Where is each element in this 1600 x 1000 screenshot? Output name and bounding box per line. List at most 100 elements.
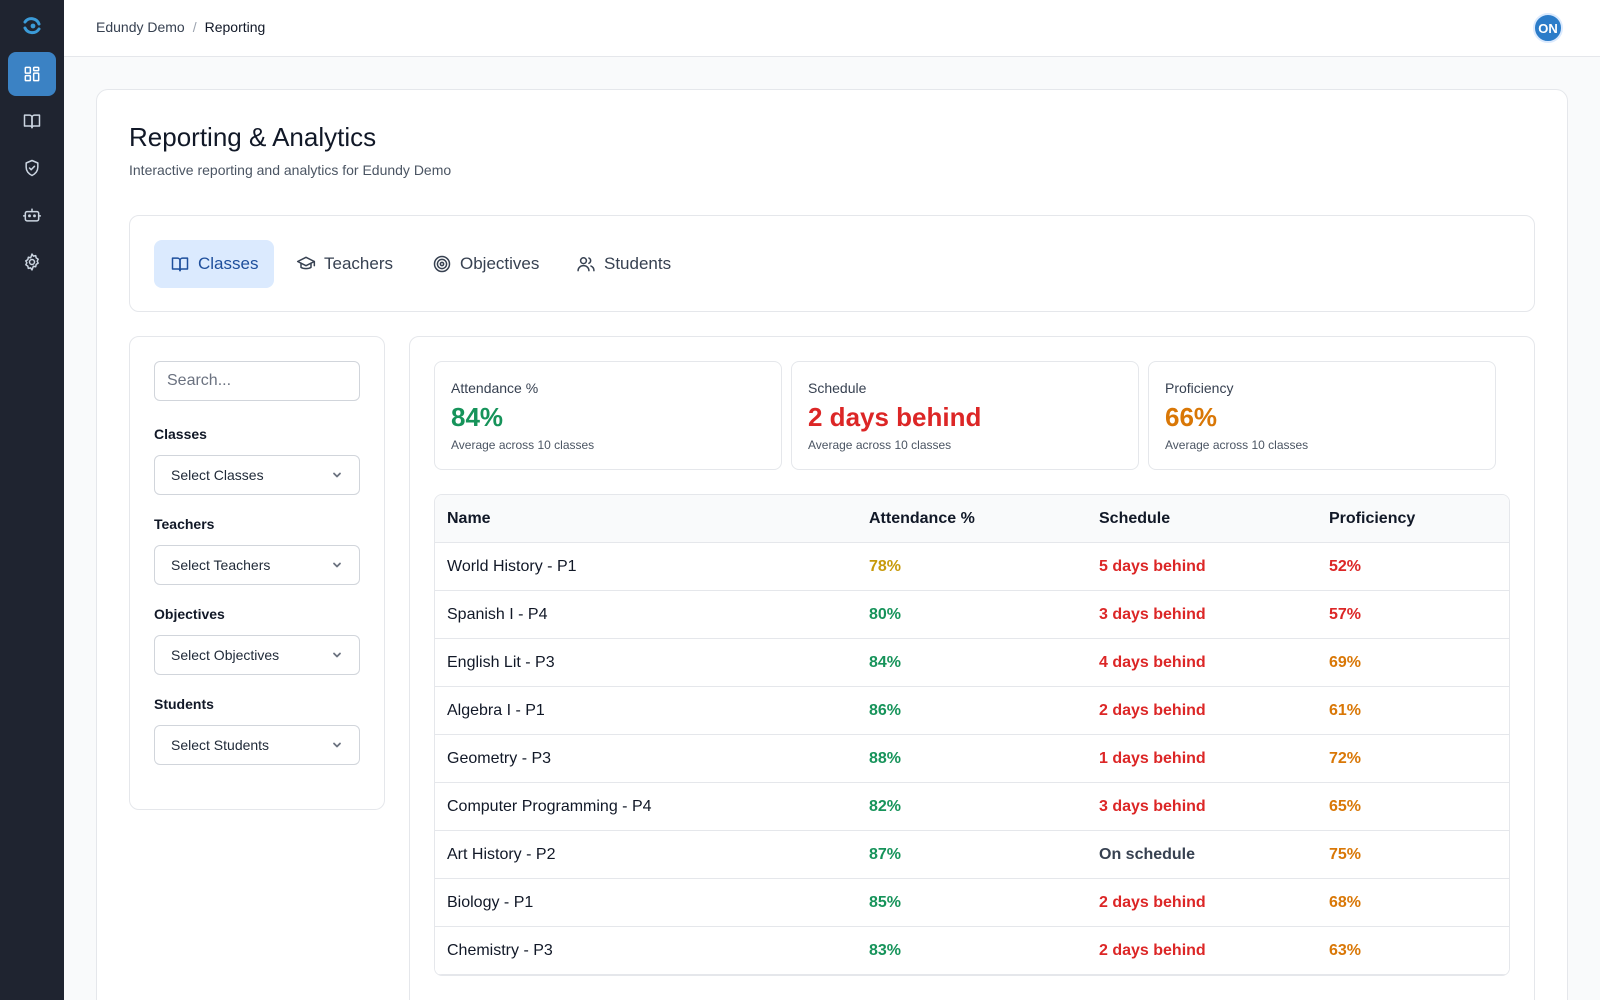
schedule-metric-card: Schedule 2 days behind Average across 10… [791, 361, 1139, 470]
page-subtitle: Interactive reporting and analytics for … [129, 162, 452, 178]
table-row[interactable]: Spanish I - P4 80% 3 days behind 57% [435, 591, 1509, 639]
classes-table: Name Attendance % Schedule Proficiency W… [434, 494, 1510, 976]
table-row[interactable]: Art History - P2 87% On schedule 75% [435, 831, 1509, 879]
bot-icon [22, 208, 42, 222]
cell-proficiency: 72% [1329, 749, 1362, 767]
table-row[interactable]: Computer Programming - P4 82% 3 days behin… [435, 783, 1509, 831]
metric-value: 66% [1165, 402, 1218, 432]
cell-schedule: 2 days behind [1099, 701, 1206, 719]
book-icon [23, 114, 41, 129]
chevron-down-icon [333, 652, 341, 658]
metric-note: Average across 10 classes [1165, 438, 1309, 452]
page-title: Reporting & Analytics [129, 122, 377, 152]
cell-attendance: 82% [869, 797, 902, 815]
dashboard-icon [24, 66, 40, 82]
column-header-schedule[interactable]: Schedule [1099, 509, 1171, 527]
shield-check-icon [25, 159, 39, 177]
edundy-logo-icon[interactable] [16, 12, 48, 40]
proficiency-metric-card: Proficiency 66% Average across 10 classe… [1148, 361, 1496, 470]
rail-courses-button[interactable] [8, 99, 56, 143]
students-select[interactable]: Select Students [154, 725, 360, 765]
gear-icon [25, 253, 39, 271]
cell-proficiency: 63% [1329, 941, 1362, 959]
cell-name: English Lit - P3 [447, 653, 555, 671]
users-icon [577, 257, 595, 272]
top-bar: Edundy Demo / Reporting ON [64, 0, 1600, 57]
cell-name: World History - P1 [447, 557, 577, 575]
objectives-select[interactable]: Select Objectives [154, 635, 360, 675]
cell-attendance: 86% [869, 701, 902, 719]
cell-attendance: 78% [869, 557, 902, 575]
breadcrumb-org-link[interactable]: Edundy Demo [96, 19, 185, 35]
rail-security-button[interactable] [8, 146, 56, 190]
table-row[interactable]: Geometry - P3 88% 1 days behind 72% [435, 735, 1509, 783]
cell-attendance: 88% [869, 749, 902, 767]
cell-attendance: 83% [869, 941, 902, 959]
cell-schedule: 3 days behind [1099, 797, 1206, 815]
metric-label: Proficiency [1165, 380, 1234, 396]
breadcrumb: Edundy Demo / Reporting [96, 19, 265, 35]
cell-schedule: 1 days behind [1099, 749, 1206, 767]
cell-attendance: 84% [869, 653, 902, 671]
user-avatar[interactable]: ON [1533, 13, 1563, 43]
cell-proficiency: 68% [1329, 893, 1362, 911]
rail-assistant-button[interactable] [8, 193, 56, 237]
graduation-cap-icon [296, 256, 316, 270]
table-row[interactable]: Biology - P1 85% 2 days behind 68% [435, 879, 1509, 927]
cell-name: Art History - P2 [447, 845, 556, 863]
breadcrumb-separator: / [192, 19, 197, 35]
metric-value: 2 days behind [808, 402, 982, 432]
cell-proficiency: 57% [1329, 605, 1362, 623]
cell-name: Chemistry - P3 [447, 941, 553, 959]
rail-dashboard-button[interactable] [8, 52, 56, 96]
tab-classes[interactable]: Classes [154, 240, 275, 288]
cell-schedule: 4 days behind [1099, 653, 1206, 671]
cell-proficiency: 61% [1329, 701, 1362, 719]
table-header: Name Attendance % Schedule Proficiency [435, 495, 1509, 543]
metric-note: Average across 10 classes [451, 438, 595, 452]
tab-students[interactable]: Students [560, 240, 687, 288]
report-tabs: Classes Teachers Objectives Students [129, 215, 1535, 312]
metric-label: Attendance % [451, 380, 539, 396]
chevron-down-icon [333, 472, 341, 478]
cell-proficiency: 65% [1329, 797, 1362, 815]
column-header-attendance[interactable]: Attendance % [869, 509, 975, 527]
table-body: World History - P1 78% 5 days behind 52% Spa… [435, 543, 1509, 975]
cell-proficiency: 75% [1329, 845, 1362, 863]
table-row[interactable]: Chemistry - P3 83% 2 days behind 63% [435, 927, 1509, 975]
cell-proficiency: 69% [1329, 653, 1362, 671]
chevron-down-icon [333, 562, 341, 568]
cell-schedule: 3 days behind [1099, 605, 1206, 623]
cell-name: Biology - P1 [447, 893, 534, 911]
classes-select[interactable]: Select Classes [154, 455, 360, 495]
column-header-name[interactable]: Name [447, 509, 491, 527]
column-header-proficiency[interactable]: Proficiency [1329, 509, 1416, 527]
rail-settings-button[interactable] [8, 240, 56, 284]
table-row[interactable]: Algebra I - P1 86% 2 days behind 61% [435, 687, 1509, 735]
cell-schedule: 2 days behind [1099, 893, 1206, 911]
cell-name: Computer Programming - P4 [447, 797, 652, 815]
book-open-icon [171, 257, 189, 272]
students-select-value: Select Students [171, 737, 270, 753]
tab-students-label: Students [604, 254, 672, 273]
chevron-down-icon [333, 742, 341, 748]
metric-note: Average across 10 classes [808, 438, 952, 452]
table-row[interactable]: English Lit - P3 84% 4 days behind 69% [435, 639, 1509, 687]
attendance-metric-card: Attendance % 84% Average across 10 class… [434, 361, 782, 470]
breadcrumb-current: Reporting [204, 19, 266, 35]
classes-filter-label: Classes [154, 426, 207, 442]
cell-schedule: 5 days behind [1099, 557, 1206, 575]
target-icon [433, 255, 451, 273]
teachers-select[interactable]: Select Teachers [154, 545, 360, 585]
side-rail [0, 0, 64, 1000]
tab-teachers[interactable]: Teachers [280, 240, 409, 288]
cell-attendance: 87% [869, 845, 902, 863]
cell-name: Spanish I - P4 [447, 605, 548, 623]
tab-objectives[interactable]: Objectives [416, 240, 555, 288]
objectives-filter-label: Objectives [154, 606, 225, 622]
search-input[interactable] [154, 361, 360, 401]
tab-classes-label: Classes [198, 254, 259, 273]
classes-select-value: Select Classes [171, 467, 264, 483]
table-row[interactable]: World History - P1 78% 5 days behind 52% [435, 543, 1509, 591]
teachers-select-value: Select Teachers [171, 557, 271, 573]
